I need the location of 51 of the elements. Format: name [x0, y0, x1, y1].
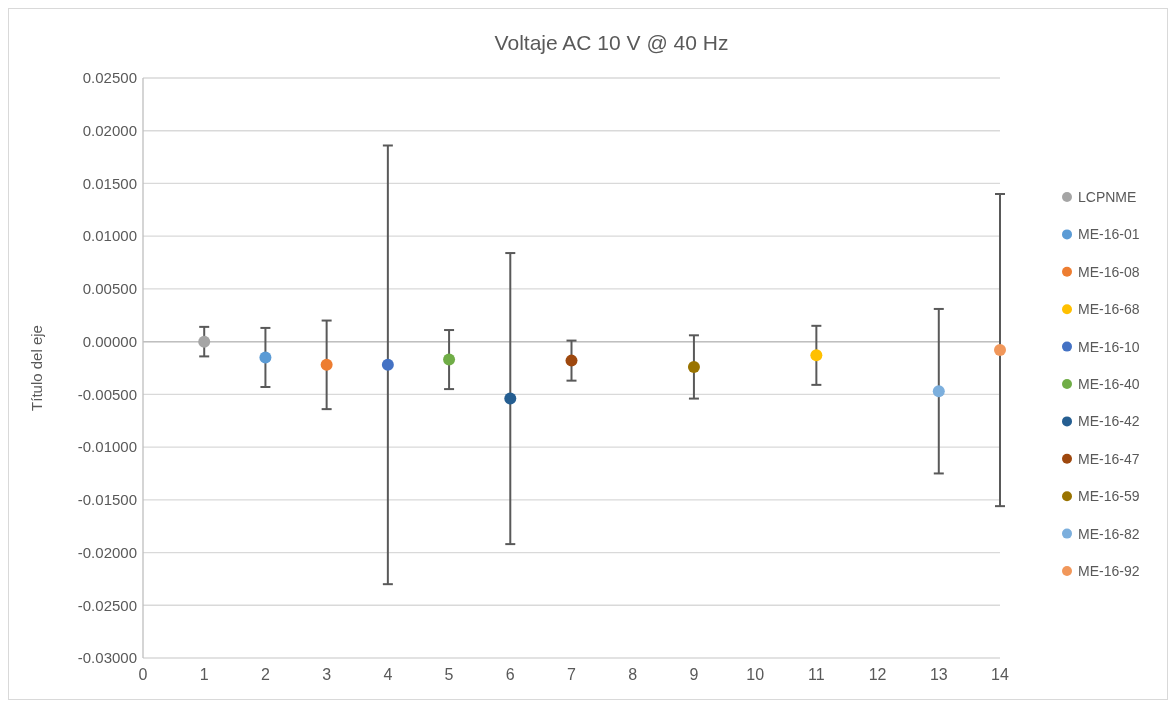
- x-tick-label: 4: [383, 665, 393, 683]
- point: [994, 344, 1006, 357]
- y-axis-title: Título del eje: [28, 325, 45, 411]
- y-tick-label: -0.00500: [77, 385, 137, 403]
- point: [443, 353, 456, 366]
- point: [565, 354, 578, 367]
- legend-label: ME-16-92: [1078, 562, 1140, 579]
- x-tick-label: 11: [808, 665, 825, 683]
- y-tick-label: -0.03000: [77, 649, 137, 667]
- legend-label: ME-16-68: [1078, 301, 1140, 318]
- point: [504, 392, 517, 405]
- y-tick-label: 0.01500: [82, 174, 137, 192]
- x-tick-label: 8: [628, 665, 638, 683]
- legend-label: ME-16-82: [1078, 525, 1140, 542]
- chart-title: Voltaje AC 10 V @ 40 Hz: [494, 31, 729, 54]
- x-tick-label: 9: [689, 665, 699, 683]
- y-tick-label: -0.02500: [77, 596, 137, 614]
- legend-label: ME-16-42: [1078, 413, 1140, 430]
- legend-label: ME-16-08: [1078, 263, 1140, 280]
- x-tick-label: 0: [138, 665, 148, 683]
- x-tick-label: 3: [322, 665, 332, 683]
- point: [932, 385, 945, 398]
- x-tick-label: 2: [260, 665, 270, 683]
- x-tick-label: 1: [199, 665, 209, 683]
- y-tick-label: 0.00500: [82, 280, 137, 298]
- legend-label: ME-16-47: [1078, 450, 1140, 467]
- x-tick-label: 13: [929, 665, 948, 683]
- y-tick-label: 0.00000: [82, 332, 137, 350]
- y-tick-label: 0.02500: [82, 69, 137, 87]
- legend-label: LCPNME: [1078, 188, 1137, 205]
- point: [687, 360, 700, 373]
- point: [810, 349, 823, 362]
- point: [259, 351, 272, 364]
- y-tick-label: -0.02000: [77, 543, 137, 561]
- y-tick-label: 0.02000: [82, 121, 137, 139]
- x-tick-label: 14: [991, 665, 1009, 683]
- legend-label: ME-16-59: [1078, 488, 1140, 505]
- x-tick-label: 6: [505, 665, 515, 683]
- legend-label: ME-16-10: [1078, 338, 1140, 355]
- point: [198, 335, 211, 348]
- y-tick-label: -0.01000: [77, 438, 137, 456]
- legend-label: ME-16-40: [1078, 375, 1140, 392]
- legend-label: ME-16-01: [1078, 226, 1140, 243]
- x-tick-label: 12: [868, 665, 887, 683]
- x-tick-label: 7: [567, 665, 577, 683]
- y-tick-label: -0.01500: [77, 491, 137, 509]
- x-tick-label: 5: [444, 665, 454, 683]
- point: [381, 358, 394, 371]
- point: [320, 358, 333, 371]
- x-tick-label: 10: [746, 665, 765, 683]
- y-tick-label: 0.01000: [82, 227, 137, 245]
